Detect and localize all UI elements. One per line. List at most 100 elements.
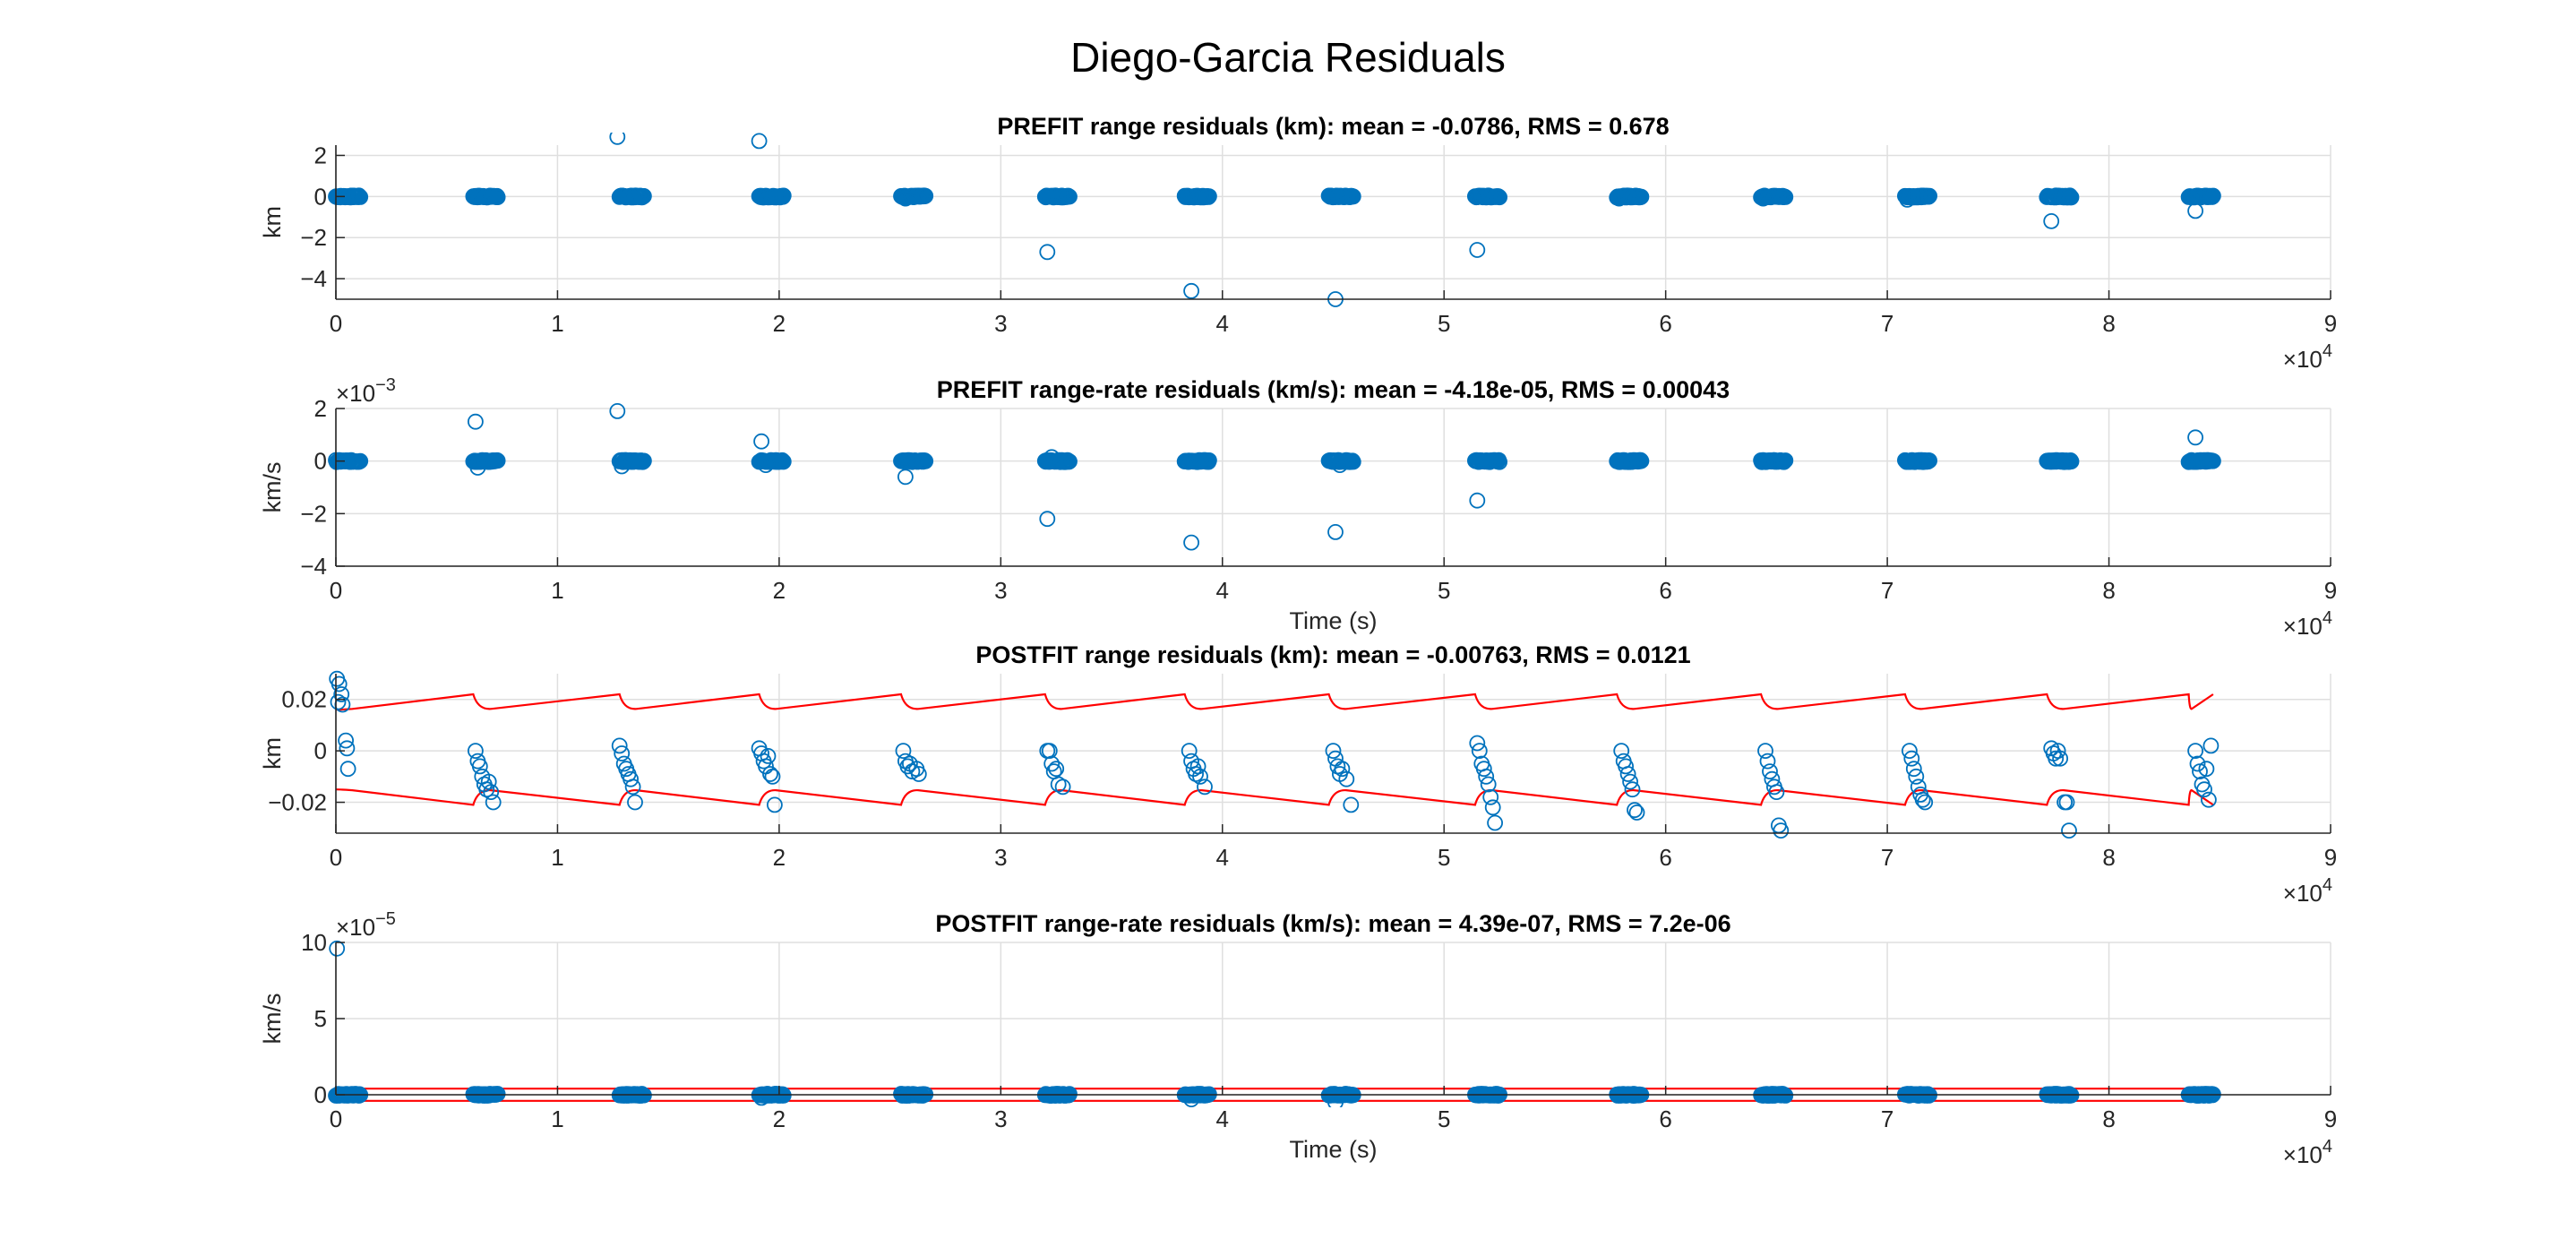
x-tick-label: 3: [994, 310, 1007, 337]
x-tick-label: 3: [994, 1105, 1007, 1132]
x-tick-label: 2: [773, 310, 786, 337]
data-point: [1921, 187, 1938, 204]
x-tick-label: 7: [1881, 577, 1893, 604]
data-point: [1755, 190, 1772, 207]
data-layer: [328, 402, 2221, 551]
x-tick-label: 4: [1216, 844, 1229, 871]
data-point: [1478, 768, 1495, 785]
x-tick-label: 1: [551, 577, 563, 604]
data-point: [2063, 453, 2080, 469]
data-point: [1491, 453, 1507, 470]
x-tick-label: 4: [1216, 577, 1229, 604]
y-tick-label: −4: [300, 265, 327, 292]
x-tick-label: 3: [994, 844, 1007, 871]
data-point: [469, 460, 486, 476]
x-tick-label: 4: [1216, 310, 1229, 337]
data-point: [1757, 743, 1773, 759]
y-axis-label: km: [259, 737, 286, 770]
data-layer: [328, 133, 2221, 307]
x-tick-label: 0: [330, 577, 342, 604]
data-point: [352, 452, 369, 469]
data-point: [751, 133, 768, 150]
data-point: [1344, 188, 1361, 205]
data-point: [1773, 822, 1790, 839]
x-tick-label: 9: [2324, 1105, 2337, 1132]
data-point: [1043, 755, 1060, 772]
data-point: [1181, 743, 1198, 759]
data-point: [1917, 794, 1934, 811]
data-point: [623, 770, 639, 787]
data-point: [1619, 766, 1636, 782]
data-point: [485, 794, 502, 811]
data-point: [489, 1086, 506, 1102]
data-point: [1043, 449, 1060, 466]
data-point: [339, 740, 356, 757]
data-point: [2200, 791, 2217, 808]
data-point: [614, 745, 631, 761]
data-point: [775, 187, 792, 204]
data-point: [2187, 743, 2204, 759]
data-point: [1633, 188, 1650, 205]
x-tick-label: 8: [2102, 310, 2115, 337]
x-tick-label: 1: [551, 844, 563, 871]
data-point: [2204, 452, 2221, 469]
data-point: [1777, 1088, 1794, 1104]
data-point: [1908, 768, 1925, 785]
data-point: [1633, 452, 1650, 469]
y-exponent-label: ×10−3: [336, 375, 396, 407]
data-point: [468, 413, 484, 430]
data-point: [1627, 802, 1643, 819]
x-tick-label: 5: [1438, 1105, 1450, 1132]
data-point: [775, 453, 792, 470]
x-exponent-label: ×104: [2283, 341, 2332, 373]
data-point: [753, 433, 769, 450]
x-exponent-label: ×104: [2283, 608, 2332, 640]
x-tick-label: 0: [330, 1105, 342, 1132]
x-exponent-label: ×104: [2283, 1137, 2332, 1168]
data-point: [1197, 779, 1213, 796]
data-point: [1628, 804, 1645, 821]
data-point: [478, 781, 495, 798]
y-tick-label: 0: [314, 183, 327, 210]
data-point: [2189, 755, 2206, 772]
data-point: [483, 784, 500, 800]
x-tick-label: 8: [2102, 1105, 2115, 1132]
x-tick-label: 2: [773, 1105, 786, 1132]
bound-upper-line: [335, 693, 2214, 711]
plot-area: [336, 409, 2331, 566]
figure-title: Diego-Garcia Residuals: [1070, 34, 1506, 81]
data-point: [1183, 282, 1199, 299]
data-point: [329, 940, 346, 957]
x-tick-label: 9: [2324, 844, 2337, 871]
data-point: [897, 469, 914, 486]
data-point: [2192, 763, 2208, 779]
data-point: [1343, 796, 1360, 813]
data-point: [1471, 743, 1488, 759]
data-point: [1624, 781, 1641, 798]
data-point: [480, 773, 497, 790]
data-point: [1768, 784, 1785, 800]
data-point: [1039, 511, 1056, 528]
data-point: [760, 748, 777, 764]
data-point: [331, 675, 348, 693]
data-point: [1201, 188, 1217, 205]
data-point: [1469, 735, 1486, 752]
data-point: [609, 133, 626, 145]
subplot-title: PREFIT range residuals (km): mean = -0.0…: [997, 113, 1669, 140]
data-point: [1334, 761, 1351, 778]
data-point: [1325, 743, 1342, 759]
y-tick-label: 2: [314, 142, 327, 168]
data-point: [1475, 761, 1492, 778]
data-point: [1039, 244, 1056, 261]
data-point: [2187, 202, 2204, 219]
x-axis-label: Time (s): [1290, 1136, 1378, 1163]
data-point: [1480, 776, 1497, 793]
data-point: [910, 766, 927, 782]
y-tick-label: 2: [314, 395, 327, 422]
data-point: [2204, 187, 2221, 204]
data-point: [767, 796, 783, 813]
data-point: [1777, 188, 1794, 205]
y-exponent-label: ×10−5: [336, 909, 396, 941]
data-point: [1469, 492, 1486, 509]
